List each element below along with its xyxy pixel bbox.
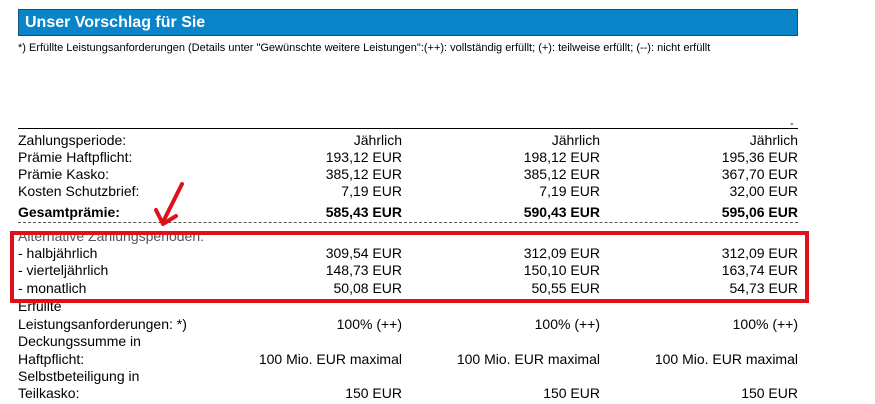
offer-3-value: 595,06 EUR [721,204,798,220]
offer-3-value: 163,74 EUR [721,262,798,278]
offer-1-value: 309,54 EUR [325,245,402,261]
offer-1-value: 100% (++) [336,316,402,332]
offer-3-value: Jährlich [749,132,798,148]
red-arrow-icon [154,182,184,226]
offer-1-value: 585,43 EUR [325,204,402,220]
offer-2-value: 7,19 EUR [539,183,600,199]
tick-mark: - [790,118,794,130]
table-top-rule [18,128,798,129]
offer-2-value: 312,09 EUR [523,245,600,261]
section-header: Unser Vorschlag für Sie [18,9,798,36]
offer-1-value: 148,73 EUR [325,262,402,278]
offer-1-value: Jährlich [353,132,402,148]
offer-3-value: 100 Mio. EUR maximal [654,351,798,367]
row-label: - halbjährlich [18,245,98,261]
offer-2-value: 198,12 EUR [523,149,600,165]
offer-1-value: 385,12 EUR [325,166,402,182]
offer-2-value: 150,10 EUR [523,262,600,278]
offer-2-value: 385,12 EUR [523,166,600,182]
row-label: Prämie Kasko: [18,166,110,182]
row-label: Haftpflicht: [18,351,85,367]
row-label: Teilkasko: [18,385,80,401]
row-label: Alternative Zahlungsperioden: [18,228,205,244]
row-label: Kosten Schutzbrief: [18,183,140,199]
row-label: - monatlich [18,280,87,296]
offer-3-value: 32,00 EUR [729,183,798,199]
offer-3-value: 195,36 EUR [721,149,798,165]
row-label: Deckungssumme in [18,333,141,349]
row-label: Gesamtprämie: [18,204,120,220]
offer-3-value: 100% (++) [732,316,798,332]
offer-2-value: Jährlich [551,132,600,148]
offer-1-value: 193,12 EUR [325,149,402,165]
offer-2-value: 100 Mio. EUR maximal [456,351,600,367]
offer-2-value: 100% (++) [534,316,600,332]
offer-2-value: 590,43 EUR [523,204,600,220]
offer-3-value: 150 EUR [741,385,798,401]
offer-1-value: 100 Mio. EUR maximal [258,351,402,367]
offer-3-value: 54,73 EUR [729,280,798,296]
offer-1-value: 50,08 EUR [333,280,402,296]
row-label: Prämie Haftpflicht: [18,149,133,165]
row-label: Leistungsanforderungen: *) [18,316,187,332]
offer-3-value: 312,09 EUR [721,245,798,261]
legend-note: *) Erfüllte Leistungsanforderungen (Deta… [18,42,711,54]
offer-3-value: 367,70 EUR [721,166,798,182]
row-label: Erfüllte [18,298,62,314]
offer-1-value: 7,19 EUR [341,183,402,199]
offer-1-value: 150 EUR [345,385,402,401]
row-label: Selbstbeteiligung in [18,368,140,384]
row-label: - vierteljährlich [18,262,109,278]
offer-2-value: 150 EUR [543,385,600,401]
dashed-divider [18,222,798,223]
offer-2-value: 50,55 EUR [531,280,600,296]
row-label: Zahlungsperiode: [18,132,127,148]
